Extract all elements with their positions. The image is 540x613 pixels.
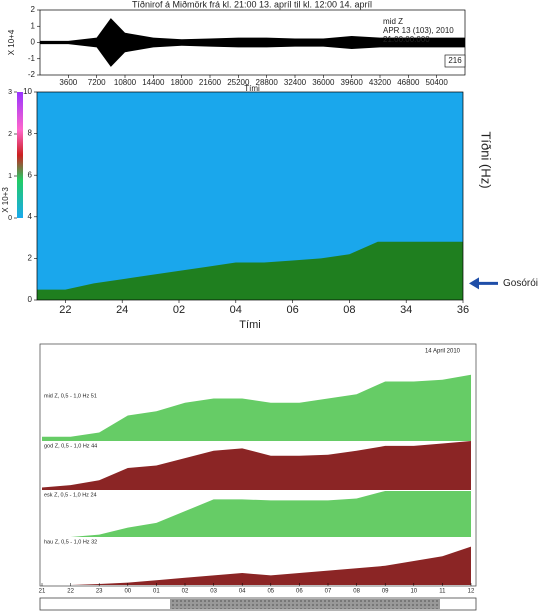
x-label: Tími [244,84,260,93]
x-tick-label: 14400 [142,78,165,87]
amplitude-area [42,546,471,585]
y-tick-label: 0 [31,38,36,47]
x-tick-label: 21600 [199,78,222,87]
annotation-box [444,54,466,68]
annotation: 216 [448,56,462,65]
x-tick-label: 06 [286,304,298,316]
amplitude-area [42,374,471,441]
x-tick-label: 32400 [284,78,307,87]
x-tick-label: 06 [296,589,303,595]
x-tick-label: 34 [400,304,412,316]
title: 14 April 2010 [425,349,461,355]
x-tick-label: 04 [230,304,242,316]
x-tick-label: 21 [39,589,46,595]
x-tick-label: 02 [182,589,189,595]
y-tick-label: 1 [31,21,36,30]
title: Tíðnirof á Miðmörk frá kl. 21:00 13. apr… [132,0,372,9]
y-tick-label: 2 [28,254,33,263]
x-tick-label: 7200 [88,78,106,87]
x-tick-label: 05 [267,589,274,595]
x-tick-label: 43200 [369,78,392,87]
x-tick-label: 09 [382,589,389,595]
x-tick-label: 39600 [341,78,364,87]
colorbar-tick-label: 1 [8,173,12,180]
x-tick-label: 00 [124,589,131,595]
scrollbar-thumb[interactable] [170,599,440,609]
x-tick-label: 23 [96,589,103,595]
x-tick-label: 28800 [256,78,279,87]
x-tick-label: 22 [67,589,74,595]
annotation: APR 13 (103), 2010 [383,26,454,35]
amplitude-area [42,441,471,490]
colorbar-tick-label: 2 [8,131,12,138]
waveform [40,18,465,67]
tremor-band [37,241,463,300]
plot-frame [36,91,464,301]
x-tick-label: 01 [153,589,160,595]
colorbar [17,92,23,218]
colorbar-label: X 10+3 [1,187,10,213]
x-tick-label: 36000 [312,78,335,87]
y-tick-label: 0 [28,295,33,304]
y-tick-label: 10 [23,87,32,96]
x-tick-label: 07 [325,589,332,595]
x-tick-label: 02 [173,304,185,316]
x-tick-label: 36 [457,304,469,316]
colorbar-tick-label: 0 [8,215,12,222]
y-tick-label: -2 [28,70,36,79]
x-tick-label: 22 [59,304,71,316]
arrow-head [469,277,479,290]
x-tick-label: 25200 [227,78,250,87]
x-label: Tími [239,319,260,331]
x-tick-label: 10800 [114,78,137,87]
y-tick-label: 6 [28,170,33,179]
x-tick-label: 3600 [59,78,77,87]
annotation: 21:00:00.000 [383,35,430,44]
series-label: mid Z, 0,5 - 1,0 Hz 51 [44,393,97,399]
x-tick-label: 18000 [171,78,194,87]
colorbar-tick-label: 3 [8,89,12,96]
series-label: esk Z, 0,5 - 1,0 Hz 24 [44,492,97,498]
y-tick-label: -1 [28,54,36,63]
x-tick-label: 12 [468,589,475,595]
annotation: mid Z [383,17,403,26]
y-tick-label: 2 [31,5,36,14]
series-label: hau Z, 0,5 - 1,0 Hz 32 [44,539,97,545]
y-label: X 10+4 [7,29,16,55]
x-tick-label: 46800 [397,78,420,87]
x-tick-label: 03 [210,589,217,595]
y-tick-label: 8 [28,129,33,138]
y-label: Tíðni (Hz) [479,131,494,188]
x-tick-label: 08 [343,304,355,316]
x-tick-label: 24 [116,304,128,316]
amplitude-area [42,490,471,537]
series-label: god Z, 0,5 - 1,0 Hz 44 [44,443,97,449]
x-tick-label: 10 [410,589,417,595]
annotation: Gosórói [503,278,538,289]
x-tick-label: 50400 [426,78,449,87]
y-tick-label: 4 [28,212,33,221]
x-tick-label: 04 [239,589,246,595]
x-tick-label: 11 [439,589,446,595]
x-tick-label: 08 [353,589,360,595]
